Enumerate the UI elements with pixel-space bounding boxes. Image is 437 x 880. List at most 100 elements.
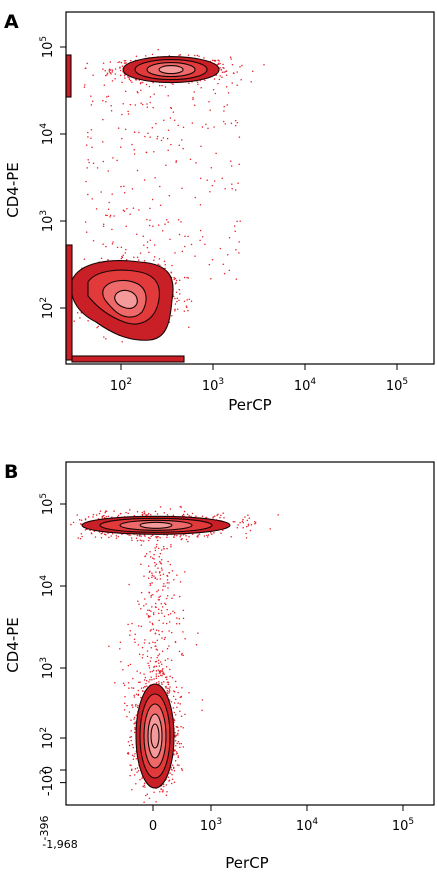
data-point [182, 726, 184, 729]
data-point [126, 704, 128, 707]
data-point [217, 62, 220, 65]
data-point [220, 532, 222, 534]
data-point [217, 59, 219, 61]
data-point [168, 621, 171, 623]
data-point [166, 678, 168, 681]
data-point [166, 536, 168, 539]
data-point [159, 204, 162, 207]
data-point [160, 139, 163, 142]
data-point [138, 209, 140, 211]
data-point [158, 258, 161, 260]
data-point [160, 549, 163, 551]
data-point [170, 631, 173, 634]
panel-b-y-axis-label: CD4-PE [4, 617, 22, 673]
data-point [201, 126, 204, 128]
data-point [197, 534, 199, 537]
data-point [226, 254, 229, 256]
data-point [196, 54, 199, 57]
data-point [234, 521, 236, 523]
data-point [157, 654, 159, 657]
data-point [164, 585, 166, 587]
data-point [139, 672, 142, 674]
data-point [170, 546, 172, 548]
data-point [155, 675, 158, 677]
data-point [155, 545, 158, 548]
data-point [224, 123, 226, 125]
data-point [234, 230, 236, 233]
data-point [152, 225, 154, 228]
data-point [147, 514, 149, 516]
data-point [172, 707, 175, 709]
data-point [107, 208, 110, 211]
data-point [172, 111, 175, 113]
data-point [188, 326, 190, 329]
data-point [149, 96, 152, 98]
data-point [131, 143, 133, 146]
data-point [158, 598, 161, 601]
data-point [165, 784, 168, 786]
data-point [155, 801, 157, 803]
data-point [167, 658, 169, 660]
data-point [135, 693, 138, 696]
panel-a-contours [65, 54, 220, 363]
data-point [132, 687, 135, 689]
data-point [166, 594, 169, 597]
data-point [153, 558, 155, 560]
data-point [121, 65, 124, 67]
data-point [167, 683, 170, 686]
data-point [136, 233, 138, 236]
data-point [153, 791, 155, 794]
data-point [119, 69, 122, 72]
data-point [147, 512, 150, 515]
data-point [87, 193, 89, 196]
data-point [205, 516, 208, 519]
data-point [198, 55, 200, 57]
data-point [99, 510, 102, 512]
data-point [130, 739, 132, 742]
data-point [222, 120, 225, 123]
data-point [173, 781, 176, 783]
data-point [132, 207, 135, 209]
data-point [138, 681, 140, 683]
data-point [178, 288, 181, 291]
y-tick-label: 102 [39, 297, 56, 319]
data-point [173, 711, 176, 714]
data-point [129, 663, 132, 666]
data-point [146, 246, 149, 249]
data-point [224, 188, 226, 190]
data-point [195, 643, 198, 646]
data-point [160, 558, 163, 561]
data-point [158, 653, 161, 655]
data-point [150, 656, 152, 659]
data-point [176, 726, 178, 728]
data-point [168, 688, 171, 690]
data-point [139, 252, 142, 254]
data-point [91, 100, 94, 102]
panel-a-plot-frame [65, 11, 435, 365]
data-point [143, 179, 146, 181]
data-point [180, 534, 182, 536]
data-point [84, 518, 87, 520]
data-point [174, 680, 177, 683]
data-point [133, 514, 136, 517]
data-point [170, 544, 172, 546]
data-point [168, 779, 171, 782]
data-point [160, 663, 163, 665]
data-point [208, 101, 210, 103]
data-point [153, 575, 155, 577]
data-point [174, 252, 176, 254]
data-point [219, 62, 221, 65]
data-point [149, 550, 151, 553]
data-point [113, 215, 115, 217]
data-point [161, 606, 164, 608]
data-point [159, 570, 161, 573]
data-point [157, 567, 159, 569]
data-point [230, 122, 233, 125]
data-point [167, 587, 169, 589]
data-point [136, 670, 138, 672]
data-point [166, 689, 169, 692]
data-point [164, 223, 166, 225]
data-point [155, 648, 158, 650]
data-point [143, 784, 145, 786]
